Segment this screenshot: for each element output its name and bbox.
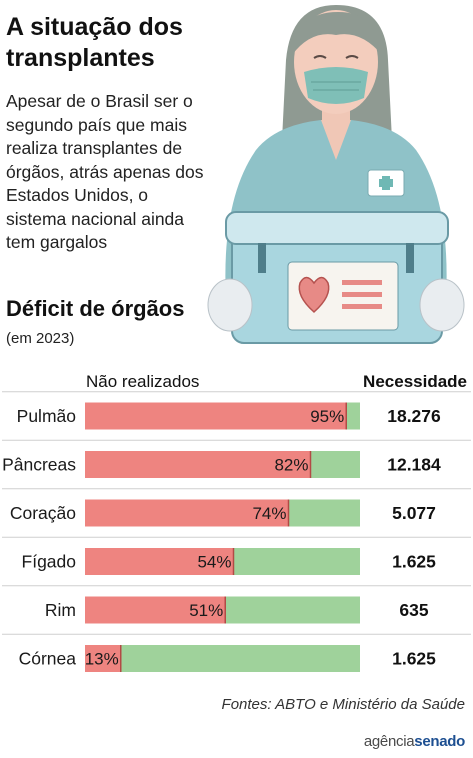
bar-not-done <box>85 499 289 527</box>
category-label: Fígado <box>22 552 76 572</box>
source-note: Fontes: ABTO e Ministério da Saúde <box>221 696 465 713</box>
bar-not-done <box>85 596 226 624</box>
bar-remainder <box>85 645 360 672</box>
deficit-bar-chart: Pulmão 95% 18.276 Pâncreas 82% 12.184 Coração 7… <box>2 391 471 672</box>
bar-not-done <box>85 402 347 430</box>
necessidade-value: 1.625 <box>392 552 436 572</box>
chart-title: Déficit de órgãos <box>6 296 185 321</box>
necessidade-value: 1.625 <box>392 649 436 669</box>
bar-not-done <box>85 645 121 672</box>
category-label: Pâncreas <box>2 455 76 475</box>
value-label: 74% <box>252 504 286 523</box>
necessidade-value: 5.077 <box>392 503 436 523</box>
intro-text: Apesar de o Brasil ser o segundo país qu… <box>6 91 204 252</box>
necessidade-value: 635 <box>399 600 428 620</box>
bar-not-done <box>85 548 234 575</box>
value-label: 54% <box>197 553 231 572</box>
category-label: Pulmão <box>17 406 76 426</box>
value-label: 51% <box>189 601 223 620</box>
nurse-illustration <box>207 5 465 344</box>
column-header-not-done: Não realizados <box>86 372 200 391</box>
bar-not-done <box>85 451 311 478</box>
value-label: 13% <box>85 650 119 669</box>
column-header-need: Necessidade <box>363 372 467 391</box>
category-label: Córnea <box>19 649 77 669</box>
category-label: Coração <box>10 503 76 523</box>
logo-part-1: agência <box>363 733 415 750</box>
value-label: 95% <box>310 407 344 426</box>
category-label: Rim <box>45 600 76 620</box>
value-label: 82% <box>274 456 308 475</box>
chart-subtitle: (em 2023) <box>6 330 75 347</box>
necessidade-value: 18.276 <box>387 406 441 426</box>
necessidade-value: 12.184 <box>387 455 441 475</box>
agencia-senado-logo: agênciasenado <box>364 733 465 750</box>
page-title: A situação dos transplantes <box>6 13 183 72</box>
logo-part-2: senado <box>414 733 465 750</box>
